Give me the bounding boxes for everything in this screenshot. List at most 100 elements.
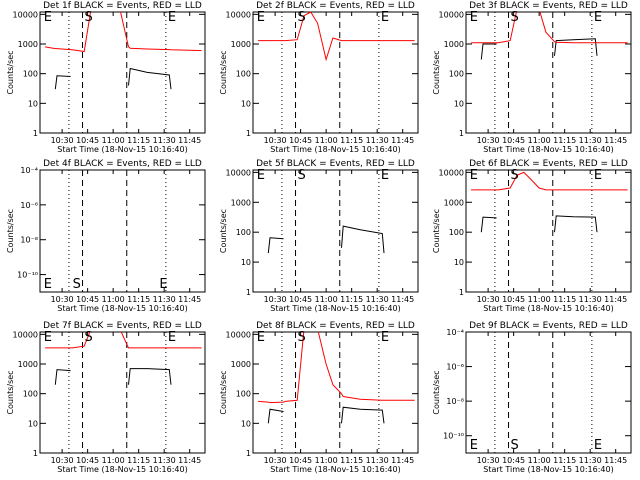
x-tick-label: 11:45 [391,456,414,465]
panel: Det 9f BLACK = Events, RED = LLD 10:30 10:… [432,321,632,474]
panel: Det 1f BLACK = Events, RED = LLD 10:30 10:… [6,1,206,154]
annotation: E [257,10,265,25]
x-tick-label: 11:15 [340,136,363,145]
annotation: E [381,10,389,25]
x-tick-label: 11:45 [178,456,201,465]
x-tick-label: 10:30 [477,456,500,465]
y-tick-label: 1000 [231,40,251,49]
y-tick-label: 10000 [13,330,38,339]
x-tick-label: 11:45 [391,136,414,145]
panel-title: Det 4f BLACK = Events, RED = LLD [43,159,202,169]
x-tick-label: 11:15 [553,136,576,145]
annotation: E [168,330,176,345]
y-tick-label: 10 [454,99,464,108]
data-line [480,38,598,60]
data-line [54,67,172,90]
data-line [258,12,415,62]
x-tick-label: 11:30 [366,456,389,465]
x-tick-label: 10:30 [51,136,74,145]
x-axis-label: Start Time (18-Nov-15 10:16:40) [270,465,400,474]
panel: Det 3f BLACK = Events, RED = LLD 10:30 10:… [432,1,632,154]
y-tick-label: 10 [28,419,38,428]
annotation: E [381,168,389,183]
y-tick-label: 100 [236,70,251,79]
x-tick-label: 11:15 [127,295,150,304]
x-tick-label: 11:30 [153,295,176,304]
y-tick-label: 1000 [444,40,464,49]
annotation: E [470,438,478,453]
panel-title: Det 7f BLACK = Events, RED = LLD [43,321,202,331]
x-tick-label: 11:00 [102,456,125,465]
annotation: E [44,330,52,345]
y-tick-label: 10 [241,99,251,108]
x-tick-label: 10:45 [502,136,525,145]
y-tick-label: 1 [459,129,464,138]
plot-frame [252,169,419,293]
annotation: E [44,10,52,25]
y-tick-label: 10⁻⁴ [20,166,38,175]
panel-title: Det 2f BLACK = Events, RED = LLD [256,1,415,11]
x-axis-label: Start Time (18-Nov-15 10:16:40) [57,145,187,154]
plot-frame [465,331,632,454]
y-tick-label: 10000 [439,10,464,19]
x-tick-label: 11:00 [315,136,338,145]
x-tick-label: 10:45 [76,136,99,145]
plot-frame [39,331,206,454]
data-line [45,332,202,349]
x-axis-label: Start Time (18-Nov-15 10:16:40) [483,145,613,154]
panel-title: Det 8f BLACK = Events, RED = LLD [256,321,415,331]
x-tick-label: 10:30 [51,456,74,465]
annotation: E [257,330,265,345]
y-axis-label: Counts/sec [219,209,228,253]
annotation: S [85,330,93,345]
x-axis-label: Start Time (18-Nov-15 10:16:40) [483,465,613,474]
x-axis-label: Start Time (18-Nov-15 10:16:40) [57,304,187,313]
x-tick-label: 11:30 [366,295,389,304]
x-tick-label: 11:45 [604,136,627,145]
annotation: E [470,10,478,25]
x-tick-label: 11:00 [528,136,551,145]
panel-title: Det 6f BLACK = Events, RED = LLD [469,159,628,169]
y-tick-label: 10⁻⁴ [446,328,464,337]
x-tick-label: 11:30 [579,456,602,465]
y-tick-label: 1 [246,129,251,138]
x-axis-label: Start Time (18-Nov-15 10:16:40) [270,145,400,154]
y-axis-label: Counts/sec [6,209,15,253]
panel: Det 6f BLACK = Events, RED = LLD 10:30 10:… [432,159,632,313]
x-tick-label: 10:30 [264,295,287,304]
y-tick-label: 1000 [444,198,464,207]
x-tick-label: 11:30 [579,295,602,304]
y-tick-label: 10000 [439,168,464,177]
x-tick-label: 11:00 [315,456,338,465]
annotation: S [511,168,519,183]
y-tick-label: 10⁻¹⁰ [443,432,464,441]
y-tick-label: 1000 [18,360,38,369]
x-tick-label: 11:30 [153,456,176,465]
x-axis-label: Start Time (18-Nov-15 10:16:40) [270,304,400,313]
x-tick-label: 10:45 [76,456,99,465]
x-tick-label: 10:30 [51,295,74,304]
annotation: S [511,438,519,453]
x-tick-label: 11:30 [579,136,602,145]
x-axis-label: Start Time (18-Nov-15 10:16:40) [483,304,613,313]
y-tick-label: 10000 [226,168,251,177]
x-tick-label: 10:45 [289,136,312,145]
data-line [54,368,172,385]
x-tick-label: 10:30 [264,136,287,145]
plot-frame [465,169,632,293]
panel: Det 5f BLACK = Events, RED = LLD 10:30 10:… [219,159,419,313]
x-tick-label: 11:45 [178,136,201,145]
data-line [267,406,385,424]
x-tick-label: 10:45 [289,295,312,304]
panel-title: Det 1f BLACK = Events, RED = LLD [43,1,202,11]
annotation: E [594,438,602,453]
y-tick-label: 100 [23,70,38,79]
plot-frame [39,11,206,134]
panel: Det 4f BLACK = Events, RED = LLD 10:30 10:… [6,159,206,313]
plot-frame [39,169,206,293]
annotation: E [159,277,167,292]
x-tick-label: 11:00 [528,295,551,304]
x-tick-label: 11:15 [127,456,150,465]
x-tick-label: 11:00 [528,456,551,465]
data-line [480,215,598,233]
